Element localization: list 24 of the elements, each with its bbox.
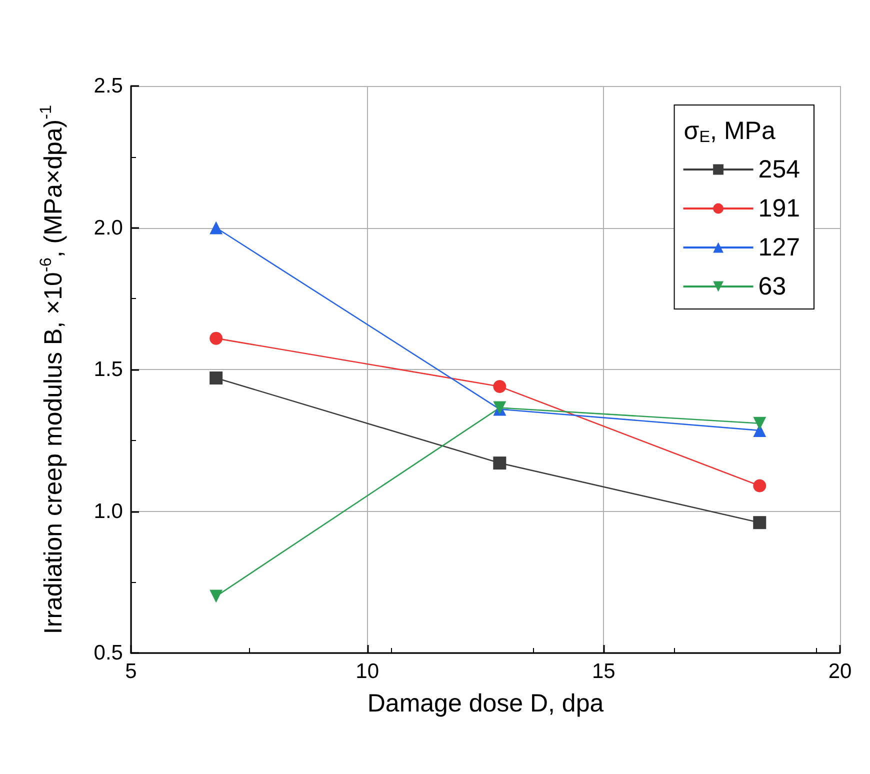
point	[753, 416, 766, 430]
legend-label: 127	[758, 234, 800, 262]
legend-label: 191	[758, 194, 800, 222]
point	[210, 332, 223, 345]
y-tick-label: 1.5	[94, 358, 123, 381]
y-tick-label: 2.5	[94, 74, 123, 98]
y-tick-label: 2.0	[94, 216, 123, 240]
legend-label: 254	[758, 156, 800, 184]
point	[493, 380, 506, 394]
y-tick-label: 1.0	[94, 500, 123, 523]
x-tick-label: 15	[592, 660, 616, 683]
point	[210, 590, 223, 603]
point	[753, 516, 766, 530]
y-tick-label: 0.5	[94, 642, 123, 664]
point	[210, 221, 223, 234]
point	[210, 372, 223, 385]
x-axis-title: Damage dose D, dpa	[367, 690, 604, 718]
legend-label: 63	[758, 272, 786, 300]
x-tick-label: 5	[125, 660, 137, 683]
x-tick-label: 10	[356, 660, 380, 683]
x-tick-label: 20	[828, 660, 852, 683]
point	[753, 479, 766, 492]
y-axis-title: Irradiation creep modulus B, ×10-6, (MPa×dpa)-1	[37, 104, 68, 634]
point	[493, 456, 506, 470]
